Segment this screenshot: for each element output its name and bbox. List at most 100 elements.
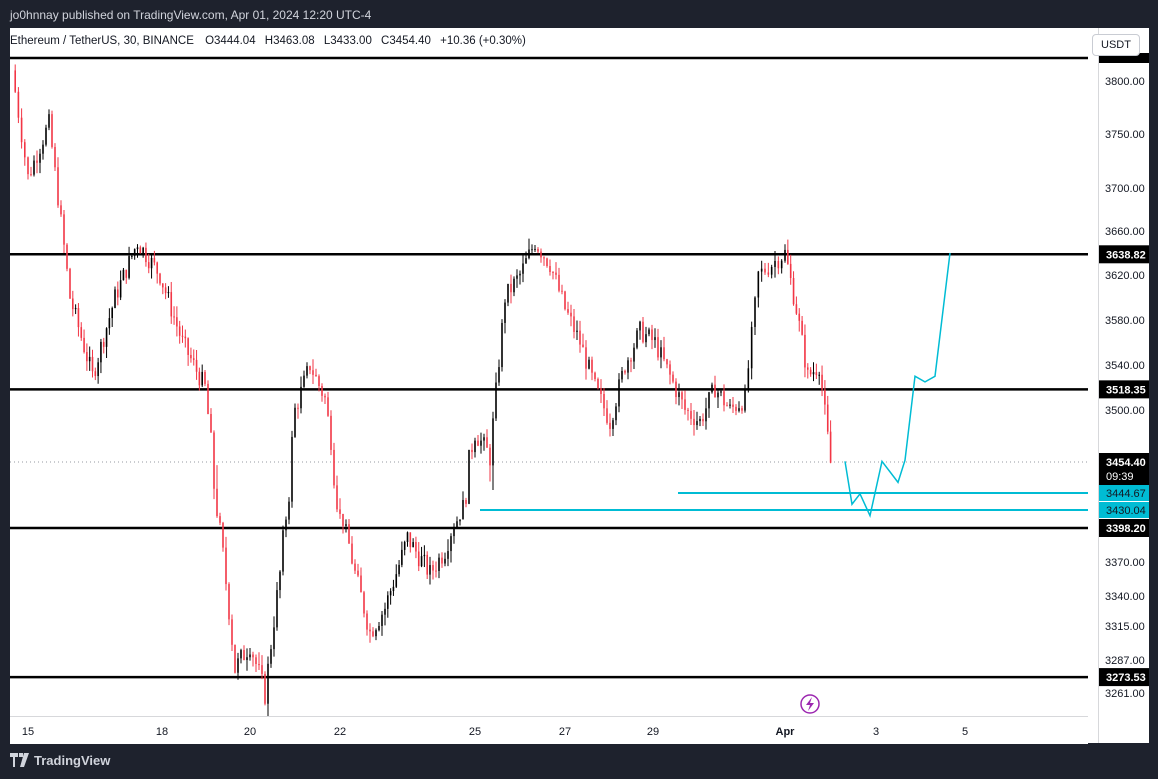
candle-body bbox=[119, 280, 122, 298]
candle-body bbox=[372, 631, 374, 637]
candle-body bbox=[252, 654, 254, 658]
candle-body bbox=[69, 268, 71, 299]
candle-body bbox=[654, 337, 656, 341]
tradingview-logo-icon[interactable] bbox=[10, 753, 30, 767]
candle-body bbox=[111, 307, 113, 319]
candle-body bbox=[133, 249, 136, 256]
candle-body bbox=[102, 341, 105, 347]
symbol-legend: Ethereum / TetherUS, 30, BINANCE O3444.0… bbox=[10, 35, 532, 47]
candle-body bbox=[195, 359, 198, 372]
candle-body bbox=[384, 608, 386, 615]
candle-body bbox=[216, 488, 218, 517]
candle-body bbox=[173, 316, 175, 318]
symbol-title[interactable]: Ethereum / TetherUS, 30, BINANCE bbox=[10, 35, 194, 47]
price-scale[interactable]: 3800.00 3750.00 3700.00 3660.00 3620.00 3580.… bbox=[1098, 28, 1149, 743]
candle-body bbox=[609, 422, 611, 429]
time-scale[interactable]: 15 18 20 22 25 27 29 Apr 3 5 bbox=[10, 716, 1088, 744]
candle-body bbox=[80, 327, 83, 338]
candle-body bbox=[420, 556, 423, 567]
candle-body bbox=[829, 431, 832, 463]
candle-body bbox=[801, 320, 803, 335]
candle-body bbox=[270, 649, 272, 664]
candle-body bbox=[501, 322, 503, 368]
candle-body bbox=[406, 532, 409, 542]
candle-body bbox=[630, 360, 632, 362]
top-level-label-box bbox=[1099, 53, 1149, 63]
candle-body bbox=[495, 382, 497, 419]
candle-body bbox=[702, 418, 704, 422]
candle-body bbox=[276, 590, 278, 628]
candle-body bbox=[804, 334, 806, 368]
time-tick-label: 27 bbox=[559, 726, 571, 738]
candle-body bbox=[767, 272, 770, 275]
candle-body bbox=[178, 326, 181, 336]
candle-body bbox=[594, 372, 596, 380]
chart-frame[interactable]: Ethereum / TetherUS, 30, BINANCE O3444.0… bbox=[10, 28, 1149, 744]
candle-body bbox=[621, 370, 623, 380]
candle-body bbox=[642, 321, 644, 343]
candle-body bbox=[489, 447, 491, 466]
candle-body bbox=[760, 268, 763, 272]
candle-body bbox=[795, 304, 798, 314]
candle-body bbox=[45, 127, 47, 145]
candle-body bbox=[645, 334, 647, 343]
candle-body bbox=[63, 214, 65, 245]
candle-body bbox=[684, 399, 686, 410]
candle-body bbox=[432, 565, 434, 571]
level-label: 3398.20 bbox=[1106, 523, 1146, 535]
candle-body bbox=[747, 368, 750, 390]
candle-body bbox=[471, 449, 473, 453]
candle-body bbox=[456, 521, 458, 528]
candle-body bbox=[738, 408, 740, 411]
candle-body bbox=[741, 408, 743, 411]
candle-body bbox=[94, 371, 97, 377]
candle-body bbox=[122, 269, 125, 281]
candle-body bbox=[36, 160, 38, 163]
candle-body bbox=[375, 630, 377, 637]
candle-body bbox=[201, 371, 203, 386]
candle-body bbox=[42, 144, 44, 154]
candle-body bbox=[636, 330, 638, 348]
candle-body bbox=[465, 500, 467, 504]
time-tick-label: 29 bbox=[647, 726, 659, 738]
candle-body bbox=[663, 347, 665, 360]
candle-body bbox=[291, 436, 293, 502]
legend-close: C3454.40 bbox=[381, 35, 431, 47]
candle-body bbox=[136, 247, 139, 250]
time-tick-label: 18 bbox=[156, 726, 168, 738]
price-tick-label: 3700.00 bbox=[1105, 183, 1145, 195]
footer-bar: TradingView bbox=[0, 743, 1158, 779]
candle-body bbox=[162, 283, 164, 288]
legend-low: L3433.00 bbox=[323, 35, 372, 47]
price-chart-plot[interactable] bbox=[10, 28, 1088, 716]
candle-body bbox=[513, 278, 515, 293]
candle-body bbox=[579, 330, 581, 345]
candle-body bbox=[74, 307, 77, 310]
time-tick-label: 22 bbox=[334, 726, 346, 738]
level-label-box bbox=[1099, 380, 1149, 399]
candle-body bbox=[184, 336, 187, 339]
candle-body bbox=[483, 437, 485, 441]
candle-body bbox=[378, 625, 380, 631]
candle-body bbox=[315, 374, 317, 377]
candle-body bbox=[300, 386, 302, 409]
candle-body bbox=[606, 408, 608, 423]
candle-body bbox=[789, 263, 792, 279]
time-tick-label: 3 bbox=[873, 726, 879, 738]
candle-body bbox=[401, 549, 403, 565]
tradingview-brand[interactable]: TradingView bbox=[34, 753, 111, 768]
candle-body bbox=[91, 356, 94, 372]
currency-button[interactable]: USDT bbox=[1092, 34, 1140, 56]
candle-body bbox=[294, 407, 296, 437]
candle-body bbox=[492, 418, 494, 466]
candle-body bbox=[147, 262, 150, 269]
candle-body bbox=[549, 265, 551, 273]
candle-body bbox=[711, 384, 713, 393]
projection-path bbox=[844, 252, 951, 519]
candle-body bbox=[255, 657, 257, 664]
level-label: 3273.53 bbox=[1106, 672, 1146, 684]
level-label: 3518.35 bbox=[1106, 384, 1146, 396]
candle-body bbox=[522, 263, 524, 274]
candle-body bbox=[30, 174, 32, 176]
candle-body bbox=[243, 650, 245, 660]
